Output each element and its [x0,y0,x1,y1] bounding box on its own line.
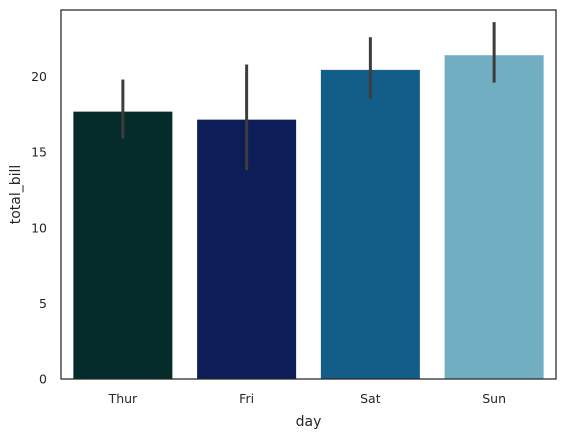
y-tick-label-20: 20 [31,69,47,84]
bars-group [73,55,544,380]
x-axis-label: day [296,414,322,430]
bar-thur [73,111,173,380]
bar-sun [444,55,544,380]
y-ticks-group: 0 5 10 15 20 [31,69,47,386]
x-tick-label-sun: Sun [482,391,506,406]
y-tick-label-15: 15 [31,145,47,160]
bar-sat [320,69,420,379]
x-tick-label-sat: Sat [360,391,381,406]
x-ticks-group: Thur Fri Sat Sun [108,391,506,406]
x-tick-label-fri: Fri [239,391,254,406]
error-bars-group [121,22,496,171]
y-tick-label-0: 0 [39,372,47,387]
plot-frame [60,9,557,380]
y-axis-label: total_bill [8,165,24,225]
x-tick-label-thur: Thur [108,391,138,406]
y-tick-label-10: 10 [31,220,47,235]
y-tick-label-5: 5 [39,296,47,311]
